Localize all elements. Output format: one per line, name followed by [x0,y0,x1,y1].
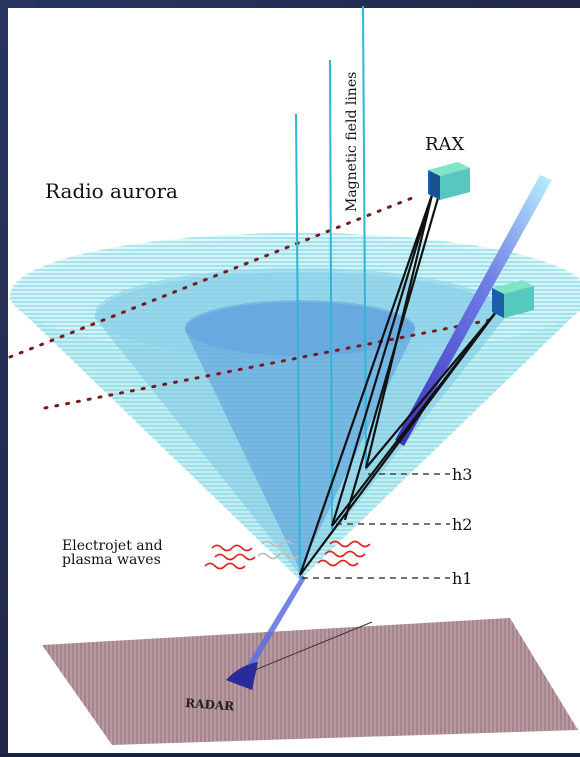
sight-lines [298,194,497,576]
ground-plane [42,618,578,745]
ground-projection-line [249,621,373,673]
radar-dish [226,662,258,690]
h2-label: h2 [452,515,472,534]
radar-beam [243,575,306,676]
electrojet-label-line1: Electrojet and [62,538,163,554]
field-line-3 [362,5,367,471]
radio-aurora-label: Radio aurora [45,179,178,203]
rax-satellite-upper [428,162,470,200]
h1-label: h1 [452,569,472,588]
electrojet-label-line2: plasma waves [62,552,161,568]
orbit-line-lower [43,318,492,410]
satellite-beam [395,175,552,446]
field-line-2 [329,59,333,531]
radar-label: RADAR [185,696,236,713]
h3-label: h3 [452,465,472,484]
field-line-1 [295,113,301,579]
plasma-waves [204,540,371,570]
magnetic-field-lines-label: Magnetic field lines [344,72,360,212]
rax-label: RAX [425,134,465,155]
rax-satellite-lower [492,280,534,318]
